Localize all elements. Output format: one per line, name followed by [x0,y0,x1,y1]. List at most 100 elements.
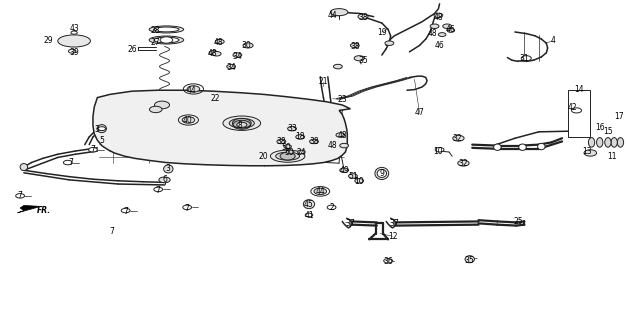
Ellipse shape [377,170,386,177]
Text: 49: 49 [339,166,349,175]
Text: 9: 9 [379,169,384,178]
Circle shape [159,177,170,183]
Ellipse shape [276,152,300,160]
Circle shape [243,43,253,48]
Text: 21: 21 [318,77,328,86]
Text: 40: 40 [182,116,192,125]
Circle shape [327,205,336,210]
Text: 32: 32 [458,159,468,168]
Text: 34: 34 [226,63,236,72]
Text: 17: 17 [614,112,624,121]
Circle shape [284,145,291,148]
Text: 44: 44 [315,187,325,196]
Text: 4: 4 [550,36,555,45]
Circle shape [358,14,368,19]
Ellipse shape [97,125,106,133]
Circle shape [314,188,327,195]
Circle shape [349,174,357,178]
Text: 24: 24 [296,148,306,157]
Text: 23: 23 [337,95,347,104]
Text: 20: 20 [259,152,269,161]
Ellipse shape [154,37,179,43]
Text: 47: 47 [414,108,425,117]
Text: 15: 15 [603,127,613,136]
Text: 7: 7 [18,191,23,200]
Ellipse shape [270,150,305,162]
Text: 51: 51 [348,172,358,181]
Ellipse shape [149,26,184,33]
Text: 38: 38 [309,137,319,146]
Polygon shape [93,90,350,166]
Circle shape [350,43,359,48]
Circle shape [154,101,170,109]
Text: 46: 46 [435,41,445,50]
Ellipse shape [229,118,254,128]
Text: 38: 38 [276,137,286,146]
Ellipse shape [605,138,611,147]
Ellipse shape [330,9,348,16]
Circle shape [298,150,305,154]
Ellipse shape [465,256,474,263]
Ellipse shape [494,144,501,150]
Text: 35: 35 [358,56,368,65]
Text: 30: 30 [241,41,251,50]
Text: 28: 28 [151,26,161,35]
Circle shape [68,49,76,53]
Text: 26: 26 [127,45,137,54]
Text: 37: 37 [389,219,399,228]
Circle shape [149,106,162,113]
Circle shape [296,135,305,139]
Circle shape [447,28,455,32]
Circle shape [571,108,582,113]
Ellipse shape [154,27,179,32]
Text: 11: 11 [607,152,617,161]
Text: 3: 3 [166,164,171,173]
Circle shape [187,86,200,92]
Circle shape [98,127,106,131]
Text: 7: 7 [109,228,114,236]
Text: 32: 32 [452,134,462,143]
Ellipse shape [538,143,545,150]
Text: 18: 18 [295,132,305,141]
Circle shape [340,143,349,148]
Circle shape [233,53,242,57]
Circle shape [305,213,313,217]
Text: 36: 36 [383,257,393,266]
Text: 50: 50 [281,143,291,152]
Ellipse shape [375,167,389,180]
Circle shape [310,139,318,144]
Ellipse shape [617,138,624,147]
Ellipse shape [20,164,28,171]
Text: 5: 5 [99,136,104,145]
Text: 7: 7 [90,145,95,154]
Circle shape [154,187,163,192]
Circle shape [182,117,195,123]
Ellipse shape [597,138,603,147]
Circle shape [584,150,597,156]
Text: 6: 6 [162,175,167,184]
Circle shape [458,160,469,166]
Circle shape [288,126,296,131]
Ellipse shape [519,144,526,150]
Circle shape [280,152,295,160]
Circle shape [333,64,342,69]
Text: 48: 48 [427,29,437,38]
Circle shape [430,24,439,28]
Text: 41: 41 [304,211,314,220]
Circle shape [63,160,72,165]
Text: 48: 48 [214,38,224,47]
Circle shape [237,122,247,127]
Circle shape [453,135,464,141]
Text: 44: 44 [328,11,338,20]
Ellipse shape [163,165,173,173]
Circle shape [438,33,446,36]
Text: 38: 38 [350,42,360,51]
Text: 29: 29 [43,36,53,44]
Text: 44: 44 [187,86,197,95]
Circle shape [340,168,349,172]
Text: 7: 7 [68,158,73,167]
Text: 48: 48 [207,49,217,58]
Circle shape [434,13,443,18]
Text: 8: 8 [237,121,242,130]
Circle shape [354,56,364,61]
